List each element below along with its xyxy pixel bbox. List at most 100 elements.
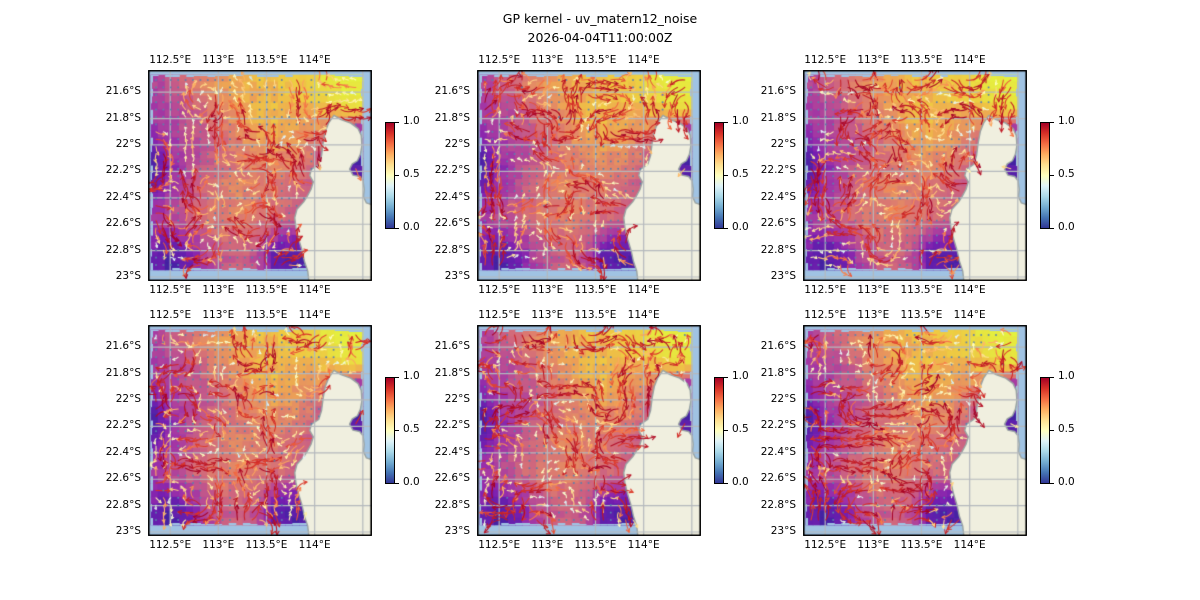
lon-tick-label-bottom: 112.5°E xyxy=(804,284,847,296)
colorbar-tick-label: 0.0 xyxy=(732,476,749,488)
lon-tick-label-top: 113°E xyxy=(202,309,235,321)
colorbar-tick xyxy=(724,483,728,484)
lon-tick-label-bottom: 113°E xyxy=(202,539,235,551)
lat-tick-label: 22.8°S xyxy=(105,498,141,511)
lon-tick-label-top: 114°E xyxy=(298,54,331,66)
lat-tick-label: 22.6°S xyxy=(434,217,470,230)
lon-tick-label-top: 113°E xyxy=(531,54,564,66)
lon-tick-label-top: 113°E xyxy=(857,309,890,321)
lat-tick-label: 21.8°S xyxy=(105,111,141,124)
colorbar-r1c2: 1.0 0.5 0.0 xyxy=(1040,370,1075,488)
lon-tick-label-bottom: 113.5°E xyxy=(574,539,617,551)
lat-tick-label: 21.8°S xyxy=(760,111,796,124)
colorbar-tick xyxy=(724,175,728,176)
lon-tick-label-bottom: 113.5°E xyxy=(900,539,943,551)
lat-tick-label: 22.2°S xyxy=(105,164,141,177)
lat-tick-label: 21.8°S xyxy=(434,366,470,379)
lon-tick-label-top: 112.5°E xyxy=(804,54,847,66)
lon-tick-label-top: 114°E xyxy=(627,54,660,66)
colorbar-r1c0: 1.0 0.5 0.0 xyxy=(385,370,420,488)
lon-tick-label-bottom: 114°E xyxy=(953,539,986,551)
lat-tick-label: 22.8°S xyxy=(760,243,796,256)
lat-tick-label: 22.2°S xyxy=(760,419,796,432)
lon-tick-label-top: 113.5°E xyxy=(900,309,943,321)
lat-tick-label: 22.8°S xyxy=(105,243,141,256)
colorbar-tick-label: 0.5 xyxy=(732,168,749,180)
lon-tick-label-bottom: 112.5°E xyxy=(149,539,192,551)
lon-tick-label-bottom: 114°E xyxy=(627,284,660,296)
lon-tick-label-bottom: 113.5°E xyxy=(574,284,617,296)
colorbar-r1c1: 1.0 0.5 0.0 xyxy=(714,370,749,488)
map-panel-r0c0: 112.5°E 112.5°E 113°E 113°E 113.5°E 113.5°E 11… xyxy=(106,54,372,296)
figure-title: GP kernel - uv_matern12_noise xyxy=(502,11,698,26)
lon-tick-label-top: 114°E xyxy=(953,54,986,66)
lat-tick-label: 21.8°S xyxy=(105,366,141,379)
colorbar-gradient xyxy=(1040,377,1050,484)
lon-tick-label-top: 112.5°E xyxy=(149,54,192,66)
lon-tick-label-bottom: 112.5°E xyxy=(804,539,847,551)
colorbar-tick-label: 0.5 xyxy=(1058,423,1075,435)
colorbar-tick-label: 1.0 xyxy=(732,115,749,127)
colorbar-tick xyxy=(724,122,728,123)
lon-tick-label-top: 113.5°E xyxy=(574,54,617,66)
lat-tick-label: 22.2°S xyxy=(105,419,141,432)
colorbar-tick xyxy=(1050,483,1054,484)
colorbar-tick-label: 0.5 xyxy=(1058,168,1075,180)
lon-tick-label-bottom: 113°E xyxy=(202,284,235,296)
colorbar-tick-label: 0.0 xyxy=(403,476,420,488)
lat-tick-label: 22.2°S xyxy=(434,419,470,432)
colorbar-gradient xyxy=(714,122,724,229)
lon-tick-label-bottom: 112.5°E xyxy=(478,284,521,296)
lat-tick-label: 21.8°S xyxy=(434,111,470,124)
map-panel-r1c0: 112.5°E 112.5°E 113°E 113°E 113.5°E 113.5°E 11… xyxy=(106,309,372,551)
lon-tick-label-top: 112.5°E xyxy=(804,309,847,321)
colorbar-tick xyxy=(724,430,728,431)
colorbar-tick xyxy=(1050,377,1054,378)
lon-tick-label-bottom: 113.5°E xyxy=(900,284,943,296)
colorbar-tick-label: 1.0 xyxy=(732,370,749,382)
lat-tick-label: 22.4°S xyxy=(760,190,796,203)
lon-tick-label-bottom: 113°E xyxy=(531,539,564,551)
colorbar-gradient xyxy=(714,377,724,484)
colorbar-tick-label: 0.5 xyxy=(403,168,420,180)
colorbar-tick-label: 1.0 xyxy=(1058,115,1075,127)
colorbar-tick-label: 0.0 xyxy=(1058,476,1075,488)
lat-tick-label: 23°S xyxy=(115,269,141,282)
lon-tick-label-bottom: 113°E xyxy=(857,539,890,551)
map-panel-r1c2: 112.5°E 112.5°E 113°E 113°E 113.5°E 113.5°E 11… xyxy=(761,309,1027,551)
lon-tick-label-top: 113.5°E xyxy=(574,309,617,321)
lat-tick-label: 22.6°S xyxy=(105,472,141,485)
map-canvas-r1c1 xyxy=(477,325,701,536)
colorbar-tick xyxy=(1050,175,1054,176)
lat-tick-label: 21.6°S xyxy=(434,340,470,353)
lat-tick-label: 21.6°S xyxy=(105,85,141,98)
lon-tick-label-bottom: 113.5°E xyxy=(245,539,288,551)
colorbar-gradient xyxy=(1040,122,1050,229)
colorbar-r0c1: 1.0 0.5 0.0 xyxy=(714,115,749,233)
lat-tick-label: 22°S xyxy=(115,392,141,405)
colorbar-tick xyxy=(1050,228,1054,229)
lat-tick-label: 22.4°S xyxy=(105,445,141,458)
lon-tick-label-top: 112.5°E xyxy=(478,309,521,321)
map-canvas-r1c2 xyxy=(803,325,1027,536)
map-canvas-r1c0 xyxy=(148,325,372,536)
colorbar-tick xyxy=(395,377,399,378)
lat-tick-label: 22°S xyxy=(770,392,796,405)
lat-tick-label: 22.6°S xyxy=(760,472,796,485)
lon-tick-label-top: 113°E xyxy=(531,309,564,321)
lon-tick-label-bottom: 114°E xyxy=(627,539,660,551)
colorbar-tick-label: 0.0 xyxy=(732,221,749,233)
lon-tick-label-top: 112.5°E xyxy=(478,54,521,66)
colorbar-tick-label: 0.0 xyxy=(1058,221,1075,233)
lat-tick-label: 21.6°S xyxy=(760,340,796,353)
lon-tick-label-top: 113.5°E xyxy=(245,309,288,321)
lat-tick-label: 22.2°S xyxy=(434,164,470,177)
colorbar-tick xyxy=(395,175,399,176)
colorbar-r0c2: 1.0 0.5 0.0 xyxy=(1040,115,1075,233)
lon-tick-label-bottom: 113°E xyxy=(857,284,890,296)
colorbar-tick-label: 0.5 xyxy=(403,423,420,435)
lat-tick-label: 22.6°S xyxy=(105,217,141,230)
lat-tick-label: 22.2°S xyxy=(760,164,796,177)
lon-tick-label-bottom: 114°E xyxy=(953,284,986,296)
